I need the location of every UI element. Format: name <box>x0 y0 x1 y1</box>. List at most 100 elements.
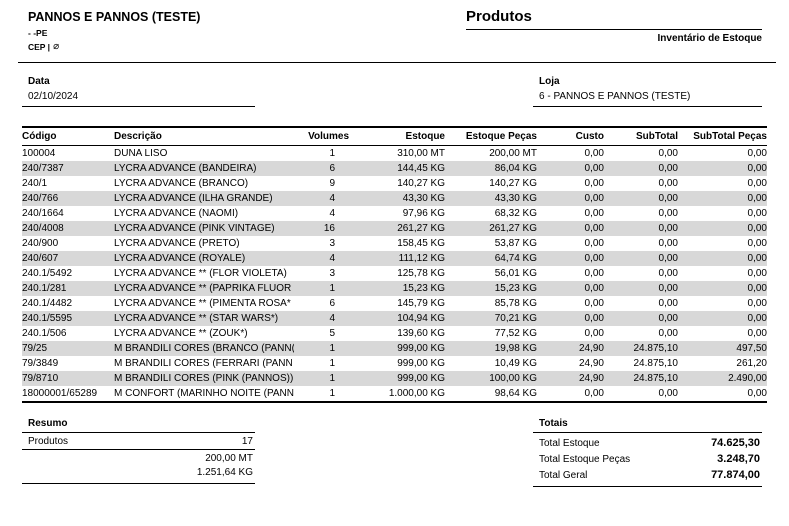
header-divider <box>18 62 776 63</box>
company-city-state: - -PE <box>28 27 48 38</box>
cell-stock_pieces: 68,32 KG <box>494 208 537 219</box>
cell-subtotal_pieces: 0,00 <box>747 193 767 204</box>
cell-description: M BRANDILI CORES (FERRARI (PANN <box>114 358 293 369</box>
cell-subtotal_pieces: 0,00 <box>747 283 767 294</box>
cell-subtotal_pieces: 0,00 <box>747 223 767 234</box>
cell-cost: 24,90 <box>578 358 604 369</box>
cell-subtotal_pieces: 0,00 <box>747 298 767 309</box>
cell-stock: 261,27 KG <box>397 223 445 234</box>
cell-description: M BRANDILI CORES (BRANCO (PANN( <box>114 343 294 354</box>
total-estoque-pecas-label: Total Estoque Peças <box>539 454 631 465</box>
cell-subtotal: 0,00 <box>658 223 678 234</box>
summary-bottom-divider <box>22 483 255 484</box>
cell-subtotal: 24.875,10 <box>633 373 679 384</box>
cell-subtotal_pieces: 2.490,00 <box>728 373 767 384</box>
table-row: 240.1/506 LYCRA ADVANCE ** (ZOUK*) 5 139,60… <box>22 326 767 341</box>
table-row: 79/3849 M BRANDILI CORES (FERRARI (PANN 1 9… <box>22 356 767 371</box>
cell-stock_pieces: 200,00 MT <box>489 148 537 159</box>
company-block: PANNOS E PANNOS (TESTE) - -PE CEP | ⌀ <box>28 10 200 54</box>
cell-stock: 104,94 KG <box>397 313 445 324</box>
cell-description: LYCRA ADVANCE (PRETO) <box>114 238 240 249</box>
cell-stock_pieces: 98,64 KG <box>445 386 537 403</box>
cell-cost: 0,00 <box>584 238 604 249</box>
cell-code: 240/1 <box>22 178 48 189</box>
cell-volumes: 1 <box>329 343 335 354</box>
cell-description: LYCRA ADVANCE (BRANCO) <box>114 178 249 189</box>
cell-cost: 0,00 <box>537 386 604 403</box>
cell-subtotal: 0,00 <box>658 178 678 189</box>
summary-products-label: Produtos <box>28 436 69 447</box>
cell-code: 240/1664 <box>22 208 64 219</box>
cell-subtotal_pieces: 497,50 <box>736 343 767 354</box>
report-title-block: Produtos Inventário de Estoque <box>466 8 762 44</box>
cell-cost: 0,00 <box>584 163 604 174</box>
cell-subtotal_pieces: 0,00 <box>747 268 767 279</box>
cell-stock: 158,45 KG <box>397 238 445 249</box>
cell-volumes: 6 <box>329 298 335 309</box>
cell-stock: 125,78 KG <box>397 268 445 279</box>
cell-subtotal_pieces: 0,00 <box>747 163 767 174</box>
cell-stock_pieces: 77,52 KG <box>494 328 537 339</box>
cell-subtotal: 0,00 <box>658 193 678 204</box>
cell-stock_pieces: 19,98 KG <box>494 343 537 354</box>
totals-row-estoque: Total Estoque 74.625,30 <box>533 433 762 449</box>
cell-stock: 999,00 KG <box>397 373 445 384</box>
cell-description: LYCRA ADVANCE (ILHA GRANDE) <box>114 193 273 204</box>
totals-title: Totais <box>533 418 762 433</box>
cell-subtotal_pieces: 0,00 <box>747 253 767 264</box>
header-row: Código Descrição Volumes Estoque Estoque… <box>22 126 767 146</box>
store-label: Loja <box>539 76 560 87</box>
inventory-table-header: Código Descrição Volumes Estoque Estoque… <box>22 126 767 146</box>
cell-description: LYCRA ADVANCE (BANDEIRA) <box>114 163 257 174</box>
table-row: 18000001/65289 M CONFORT (MARINHO NOITE (… <box>22 386 767 403</box>
table-row: 100004 DUNA LISO 1 310,00 MT 200,00 MT 0,00 0,… <box>22 146 767 162</box>
cell-stock: 310,00 MT <box>397 148 445 159</box>
total-geral-label: Total Geral <box>539 470 588 481</box>
cell-description: M CONFORT (MARINHO NOITE (PANN <box>114 386 294 403</box>
cell-subtotal: 0,00 <box>658 283 678 294</box>
cell-cost: 0,00 <box>584 223 604 234</box>
cell-description: LYCRA ADVANCE ** (FLOR VIOLETA) <box>114 268 287 279</box>
cell-stock: 139,60 KG <box>397 328 445 339</box>
table-row: 240.1/281 LYCRA ADVANCE ** (PAPRIKA FLUOR… <box>22 281 767 296</box>
store-value: 6 - PANNOS E PANNOS (TESTE) <box>539 91 691 102</box>
cell-volumes: 16 <box>323 223 335 234</box>
cell-code: 79/8710 <box>22 373 59 384</box>
cell-volumes: 5 <box>329 328 335 339</box>
column-header-volumes: Volumes <box>294 126 349 146</box>
cell-stock: 140,27 KG <box>397 178 445 189</box>
cell-subtotal: 0,00 <box>658 163 678 174</box>
summary-products-row: Produtos 17 <box>22 433 255 450</box>
cell-description: LYCRA ADVANCE (PINK VINTAGE) <box>114 223 275 234</box>
cell-stock: 111,12 KG <box>398 253 445 264</box>
cell-code: 240/4008 <box>22 223 64 234</box>
cell-code: 240.1/5595 <box>22 313 73 324</box>
cell-subtotal: 0,00 <box>658 253 678 264</box>
totals-bottom-divider <box>533 486 762 487</box>
cell-volumes: 1 <box>329 148 335 159</box>
cell-subtotal: 0,00 <box>658 208 678 219</box>
table-row: 240.1/4482 LYCRA ADVANCE ** (PIMENTA ROSA… <box>22 296 767 311</box>
cell-stock_pieces: 261,27 KG <box>489 223 537 234</box>
cell-stock_pieces: 86,04 KG <box>494 163 537 174</box>
cell-cost: 24,90 <box>578 373 604 384</box>
cell-subtotal_pieces: 0,00 <box>678 386 767 403</box>
cell-stock: 999,00 KG <box>397 343 445 354</box>
cell-cost: 0,00 <box>584 268 604 279</box>
cell-stock: 1.000,00 KG <box>349 386 445 403</box>
cell-subtotal: 0,00 <box>604 386 678 403</box>
cell-stock_pieces: 64,74 KG <box>494 253 537 264</box>
date-field: Data 02/10/2024 <box>22 76 255 107</box>
cell-stock_pieces: 70,21 KG <box>494 313 537 324</box>
cell-code: 79/3849 <box>22 358 59 369</box>
cell-cost: 0,00 <box>584 283 604 294</box>
summary-total-mt: 200,00 MT <box>205 453 253 464</box>
table-row: 240/900 LYCRA ADVANCE (PRETO) 3 158,45 KG 53… <box>22 236 767 251</box>
totals-section: Totais Total Estoque 74.625,30 Total Est… <box>533 418 762 487</box>
cell-subtotal: 0,00 <box>658 148 678 159</box>
cell-code: 240.1/281 <box>22 283 67 294</box>
cell-description: LYCRA ADVANCE ** (ZOUK*) <box>114 328 248 339</box>
cell-description: DUNA LISO <box>114 148 168 159</box>
table-row: 240/1664 LYCRA ADVANCE (NAOMI) 4 97,96 KG 68… <box>22 206 767 221</box>
cell-subtotal: 24.875,10 <box>633 343 679 354</box>
